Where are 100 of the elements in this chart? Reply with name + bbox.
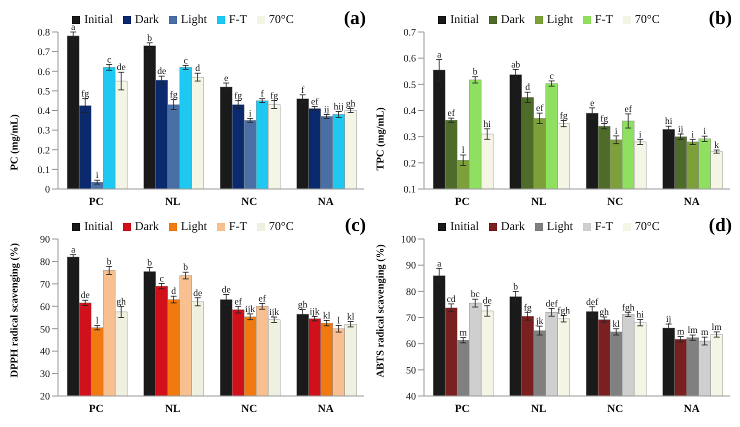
y-tick-label: 0.7 (404, 28, 416, 39)
data-label: hi (664, 117, 673, 128)
data-label: c (184, 56, 188, 66)
y-axis-title: DPPH radical scavenging (%) (10, 242, 21, 378)
data-label: d (525, 83, 530, 94)
data-label: f (301, 86, 306, 96)
data-label: i (703, 127, 706, 138)
legend-label: Dark (134, 12, 159, 26)
legend-label: F-T (228, 12, 247, 26)
data-label: k (714, 141, 720, 152)
legend-label: F-T (594, 12, 613, 26)
y-tick-label: 0.8 (38, 28, 50, 39)
legend-label: F-T (594, 219, 613, 233)
data-label: ijk (245, 304, 256, 315)
legend-label: Light (546, 12, 573, 26)
data-label: a (71, 246, 76, 256)
data-label: fg (81, 90, 90, 100)
y-tick-label: 70 (40, 279, 50, 290)
data-label: c (160, 274, 164, 284)
x-tick-label: PC (454, 196, 470, 208)
data-label: de (157, 67, 166, 78)
data-label: lm (712, 322, 722, 333)
y-tick-label: 0.6 (404, 54, 416, 65)
y-tick-label: 0 (45, 184, 50, 196)
y-tick-label: 20 (40, 392, 50, 403)
data-label: de (116, 63, 126, 74)
data-label: gh (346, 100, 356, 110)
data-label: hij (334, 102, 344, 112)
y-tick-label: 40 (406, 392, 416, 403)
y-tick-label: 80 (406, 286, 416, 298)
data-label: b (147, 258, 152, 268)
data-label: kl (322, 311, 331, 322)
legend-label: Initial (450, 12, 479, 26)
legend-label: Light (546, 219, 573, 233)
data-label: e (590, 98, 594, 109)
legend-label: Dark (500, 12, 525, 26)
data-label: i (248, 109, 252, 120)
data-label: i (638, 130, 642, 140)
legend-label: Light (180, 12, 207, 26)
x-tick-label: PC (454, 402, 470, 415)
y-tick-label: 0.5 (404, 80, 416, 91)
chart-title: (a) (344, 8, 366, 30)
data-label: bc (470, 290, 480, 300)
data-label: gh (116, 297, 126, 308)
x-tick-label: NA (684, 402, 700, 415)
legend-label: F-T (228, 219, 247, 233)
y-tick-label: 60 (406, 339, 416, 350)
data-label: ef (234, 297, 243, 308)
data-label: gh (599, 308, 610, 318)
chart-title: (c) (344, 215, 366, 237)
data-label: de (193, 288, 202, 299)
data-label: l (462, 146, 465, 156)
y-tick-label: 30 (40, 369, 50, 380)
data-label: ef (624, 104, 633, 115)
data-label: f (260, 90, 265, 100)
x-tick-label: PC (88, 196, 104, 208)
data-label: fg (560, 111, 568, 122)
data-label: ab (511, 60, 520, 70)
data-label: ef (536, 104, 544, 114)
x-tick-label: NC (607, 402, 624, 415)
data-label: de (80, 291, 90, 302)
y-tick-label: 70 (406, 313, 416, 324)
x-tick-label: NL (165, 196, 180, 208)
data-label: ef (447, 109, 456, 120)
data-label: def (586, 298, 600, 308)
x-tick-label: NC (241, 402, 258, 415)
data-label: kl (612, 320, 620, 330)
legend-label: Dark (500, 219, 525, 233)
data-label: ij (678, 125, 684, 136)
y-tick-label: 40 (40, 346, 50, 358)
y-tick-label: 50 (406, 365, 416, 376)
y-tick-label: 0.7 (38, 47, 50, 58)
data-label: a (71, 23, 76, 33)
y-tick-label: 0.4 (38, 106, 50, 118)
legend-label: 70°C (268, 219, 294, 233)
data-label: m (700, 328, 709, 338)
legend-label: 70°C (634, 12, 660, 26)
legend-label: Initial (84, 12, 113, 26)
legend-label: Dark (134, 219, 159, 233)
data-label: fg (600, 114, 608, 125)
y-tick-label: 0.2 (38, 145, 50, 156)
data-label: fgh (622, 303, 635, 314)
data-label: de (482, 296, 492, 307)
data-label: a (437, 50, 442, 60)
x-tick-label: NL (531, 402, 546, 415)
x-tick-label: NC (607, 196, 624, 208)
data-label: b (147, 34, 152, 44)
y-tick-label: 90 (406, 260, 416, 272)
data-label: c (550, 72, 554, 82)
data-label: e (224, 74, 228, 84)
data-label: i (96, 171, 99, 182)
data-label: i (614, 126, 618, 137)
y-tick-label: 80 (40, 256, 50, 268)
data-label: ijk (269, 308, 280, 318)
data-label: hi (483, 120, 492, 130)
y-tick-label: 0.2 (404, 158, 416, 170)
data-label: jk (534, 317, 544, 328)
data-label: fgh (557, 306, 570, 317)
y-tick-label: 0.3 (38, 126, 50, 137)
data-label: d (195, 64, 200, 74)
